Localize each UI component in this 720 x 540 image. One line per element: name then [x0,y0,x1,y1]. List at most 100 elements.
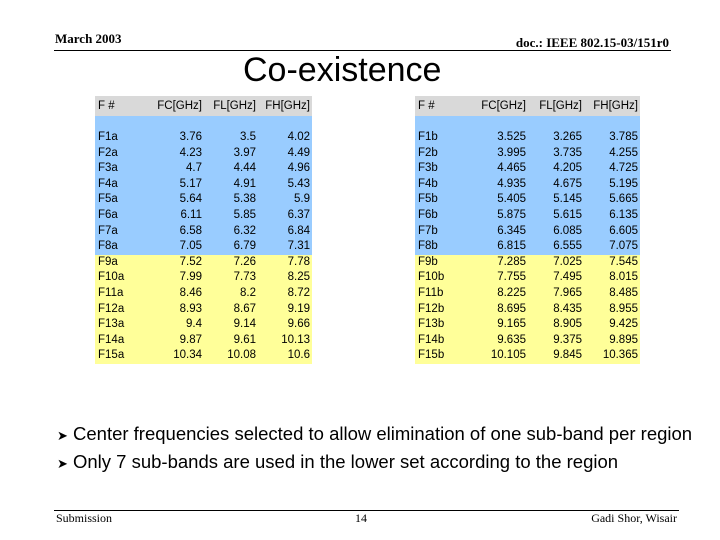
table-row: F4a 5.17 4.91 5.43 [95,176,312,193]
band-label-cell: F3a [95,161,142,177]
frequency-cell: 7.73 [204,270,258,286]
frequency-cell: 7.05 [142,239,204,255]
frequency-cell: 4.7 [142,161,204,177]
frequency-cell: 7.52 [142,254,204,271]
frequency-cell: 6.815 [464,239,528,255]
column-header: FH[GHz] [584,96,640,116]
frequency-cell: 6.32 [204,223,258,240]
bullet-item: ➤ Center frequencies selected to allow el… [57,420,692,448]
table-row: F11a 8.46 8.2 8.72 [95,285,312,302]
frequency-cell: 7.025 [528,254,584,271]
footer-submission: Submission [56,511,113,525]
table-row: F10a 7.99 7.73 8.25 [95,270,312,286]
band-label-cell: F6b [415,207,464,224]
band-label-cell: F10b [415,270,464,286]
frequency-cell: 7.78 [258,254,312,271]
frequency-cell: 5.9 [258,192,312,208]
bullet-text: Center frequencies selected to allow eli… [73,423,693,444]
frequency-cell: 9.61 [204,332,258,349]
frequency-cell: 8.2 [204,285,258,302]
table-row: F12b 8.695 8.435 8.955 [415,301,640,318]
frequency-cell: 4.255 [584,145,640,162]
band-label-cell: F13a [95,317,142,333]
table-row: F1a 3.76 3.5 4.02 [95,130,312,146]
table-row: F1b 3.525 3.265 3.785 [415,130,640,146]
frequency-cell: 7.755 [464,270,528,286]
frequency-cell: 3.5 [204,130,258,146]
header-date: March 2003 [55,31,122,46]
column-header: FL[GHz] [204,96,258,116]
band-label-cell: F8b [415,239,464,255]
frequency-cell: 7.285 [464,254,528,271]
frequency-cell: 5.405 [464,192,528,208]
frequency-cell: 8.435 [528,301,584,318]
frequency-cell: 3.995 [464,145,528,162]
frequency-cell: 4.675 [528,176,584,193]
band-label-cell: F6a [95,207,142,224]
frequency-cell: 4.205 [528,161,584,177]
band-label-cell: F2b [415,145,464,162]
band-label-cell: F5b [415,192,464,208]
band-label-cell: F5a [95,192,142,208]
table-row: F2a 4.23 3.97 4.49 [95,145,312,162]
frequency-cell: 8.225 [464,285,528,302]
frequency-cell: 8.955 [584,301,640,318]
frequency-cell: 6.58 [142,223,204,240]
frequency-cell: 4.725 [584,161,640,177]
frequency-cell: 4.23 [142,145,204,162]
frequency-cell: 3.525 [464,130,528,146]
table-row: F8a 7.05 6.79 7.31 [95,239,312,255]
footer-author: Gadi Shor, Wisair [591,511,677,525]
band-label-cell: F2a [95,145,142,162]
frequency-cell: 10.08 [204,348,258,364]
frequency-cell: 9.87 [142,332,204,349]
frequency-cell: 6.11 [142,207,204,224]
frequency-cell: 8.72 [258,285,312,302]
column-header: FH[GHz] [258,96,312,116]
frequency-cell: 6.84 [258,223,312,240]
band-label-cell: F9a [95,254,142,271]
band-label-cell: F1a [95,130,142,146]
frequency-cell: 3.735 [528,145,584,162]
frequency-cell: 8.25 [258,270,312,286]
arrow-right-icon: ➤ [57,428,68,443]
band-label-cell: F11a [95,285,142,302]
table-header-row: F # FC[GHz] FL[GHz] FH[GHz] [95,96,312,116]
frequency-cell: 10.105 [464,348,528,364]
frequency-cell: 10.6 [258,348,312,364]
frequency-cell: 5.38 [204,192,258,208]
frequency-cell: 9.425 [584,317,640,333]
frequency-cell: 7.075 [584,239,640,255]
frequency-cell: 9.895 [584,332,640,349]
band-label-cell: F4b [415,176,464,193]
frequency-cell: 4.96 [258,161,312,177]
band-label-cell: F14b [415,332,464,349]
table-row: F13a 9.4 9.14 9.66 [95,317,312,333]
table-row: F8b 6.815 6.555 7.075 [415,239,640,255]
frequency-cell: 8.67 [204,301,258,318]
frequency-cell: 6.555 [528,239,584,255]
table-row: F15a 10.34 10.08 10.6 [95,348,312,364]
header-doc-id: doc.: IEEE 802.15-03/151r0 [515,35,669,50]
frequency-cell: 9.4 [142,317,204,333]
table-row: F6a 6.11 5.85 6.37 [95,207,312,224]
frequency-cell: 9.19 [258,301,312,318]
band-label-cell: F7b [415,223,464,240]
band-label-cell: F15b [415,348,464,364]
band-label-cell: F12b [415,301,464,318]
band-label-cell: F13b [415,317,464,333]
table-row: F11b 8.225 7.965 8.485 [415,285,640,302]
table-row: F10b 7.755 7.495 8.015 [415,270,640,286]
frequency-cell: 7.99 [142,270,204,286]
frequency-table-b: F # FC[GHz] FL[GHz] FH[GHz] F1b 3.525 3.265 3.7… [415,96,640,364]
frequency-cell: 6.345 [464,223,528,240]
column-header: FC[GHz] [464,96,528,116]
header-rule [54,50,671,51]
frequency-cell: 4.49 [258,145,312,162]
footer-rule [54,510,679,511]
frequency-cell: 3.785 [584,130,640,146]
spacer-row [415,116,640,130]
frequency-cell: 8.015 [584,270,640,286]
frequency-cell: 6.37 [258,207,312,224]
column-header: F # [95,96,142,116]
